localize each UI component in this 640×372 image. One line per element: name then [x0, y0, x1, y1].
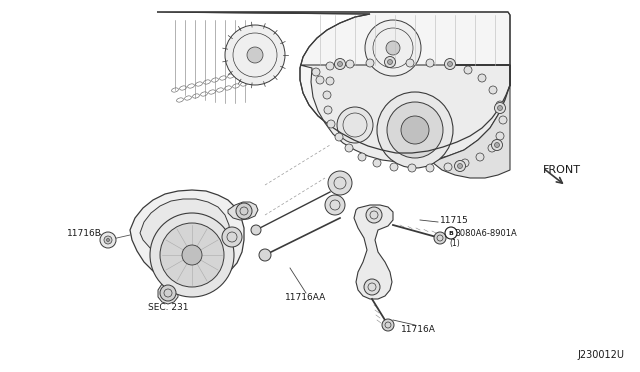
Polygon shape	[157, 12, 510, 153]
Circle shape	[488, 144, 496, 152]
Circle shape	[327, 120, 335, 128]
Circle shape	[499, 116, 507, 124]
Circle shape	[434, 232, 446, 244]
Circle shape	[478, 74, 486, 82]
Circle shape	[461, 159, 469, 167]
Circle shape	[251, 225, 261, 235]
Circle shape	[401, 116, 429, 144]
Circle shape	[326, 62, 334, 70]
Circle shape	[495, 103, 506, 113]
Polygon shape	[432, 65, 510, 178]
Circle shape	[390, 163, 398, 171]
Circle shape	[464, 66, 472, 74]
Circle shape	[326, 77, 334, 85]
Text: FRONT: FRONT	[543, 165, 581, 175]
Circle shape	[222, 227, 242, 247]
Circle shape	[476, 153, 484, 161]
Text: 11715: 11715	[440, 215, 468, 224]
Circle shape	[160, 223, 224, 287]
Text: B080A6-8901A: B080A6-8901A	[454, 228, 516, 237]
Circle shape	[386, 59, 394, 67]
Circle shape	[104, 236, 112, 244]
Circle shape	[150, 213, 234, 297]
Circle shape	[106, 238, 109, 241]
Circle shape	[492, 140, 502, 151]
Circle shape	[259, 249, 271, 261]
Circle shape	[385, 57, 396, 67]
Polygon shape	[300, 65, 510, 162]
Circle shape	[454, 160, 465, 171]
Circle shape	[444, 163, 452, 171]
Circle shape	[366, 59, 374, 67]
Circle shape	[100, 232, 116, 248]
Circle shape	[446, 61, 454, 69]
Circle shape	[426, 164, 434, 172]
Circle shape	[346, 60, 354, 68]
Circle shape	[445, 58, 456, 70]
Circle shape	[345, 144, 353, 152]
Circle shape	[236, 203, 252, 219]
Circle shape	[335, 58, 346, 70]
Text: 11716AA: 11716AA	[285, 294, 326, 302]
Text: B: B	[449, 231, 453, 235]
Circle shape	[387, 102, 443, 158]
Circle shape	[335, 133, 343, 141]
Circle shape	[247, 47, 263, 63]
Circle shape	[406, 59, 414, 67]
Circle shape	[489, 86, 497, 94]
Polygon shape	[130, 190, 244, 284]
Circle shape	[445, 227, 457, 239]
Circle shape	[316, 76, 324, 84]
Text: (1): (1)	[449, 238, 460, 247]
Circle shape	[312, 68, 320, 76]
Circle shape	[496, 101, 504, 109]
Text: 11716B: 11716B	[67, 228, 102, 237]
Circle shape	[386, 41, 400, 55]
Polygon shape	[228, 202, 258, 220]
Circle shape	[382, 319, 394, 331]
Circle shape	[337, 61, 342, 67]
Circle shape	[328, 171, 352, 195]
Circle shape	[365, 20, 421, 76]
Circle shape	[366, 207, 382, 223]
Circle shape	[364, 279, 380, 295]
Circle shape	[323, 91, 331, 99]
Circle shape	[426, 59, 434, 67]
Polygon shape	[140, 199, 230, 276]
Circle shape	[497, 106, 502, 110]
Circle shape	[337, 107, 373, 143]
Circle shape	[160, 285, 176, 301]
Circle shape	[387, 60, 392, 64]
Circle shape	[182, 245, 202, 265]
Circle shape	[496, 132, 504, 140]
Circle shape	[458, 164, 463, 169]
Circle shape	[225, 25, 285, 85]
Text: 11716A: 11716A	[401, 326, 435, 334]
Circle shape	[324, 106, 332, 114]
Circle shape	[377, 92, 453, 168]
Polygon shape	[158, 278, 178, 304]
Circle shape	[495, 142, 499, 148]
Text: SEC. 231: SEC. 231	[148, 304, 188, 312]
Circle shape	[373, 159, 381, 167]
Text: J230012U: J230012U	[577, 350, 624, 360]
Circle shape	[447, 61, 452, 67]
Circle shape	[325, 195, 345, 215]
Circle shape	[358, 153, 366, 161]
Polygon shape	[354, 205, 393, 299]
Circle shape	[408, 164, 416, 172]
